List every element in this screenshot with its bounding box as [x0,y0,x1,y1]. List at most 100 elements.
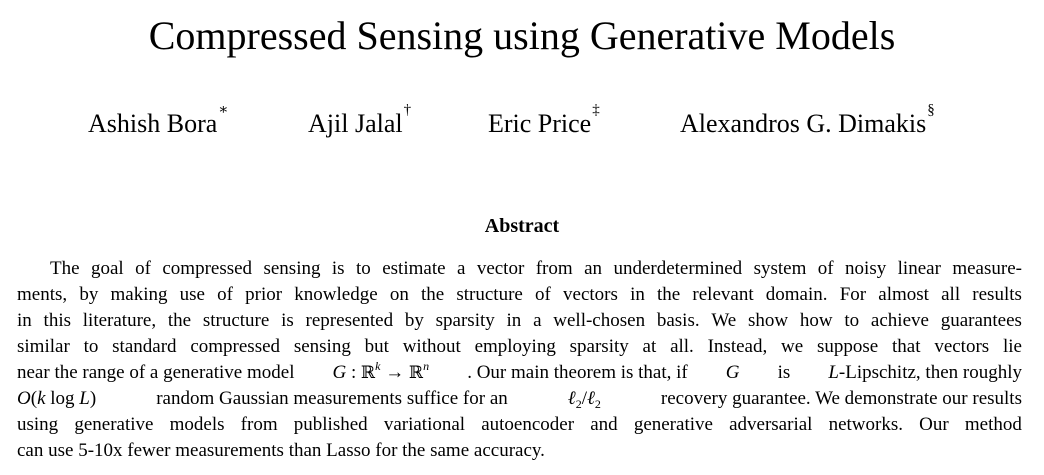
abstract-word: in [506,310,522,331]
abstract-word: sensing [263,258,321,279]
abstract-line: near the range of a generative model G :… [17,359,1022,386]
abstract-word: the [420,284,445,305]
abstract-word: vectors [563,284,618,305]
abstract-word: linear [897,258,941,279]
abstract-word: use [179,284,205,305]
abstract-word: a [456,258,466,279]
author-name-text: Eric Price [488,109,592,138]
abstract-line: similar to standard compressed sensing but wit… [17,334,1022,360]
author-affiliation-mark: † [403,102,412,118]
abstract-word: measure- [952,258,1022,279]
abstract-word: relevant [692,284,754,305]
abstract-word: using [17,414,59,435]
abstract-word: suppose [816,336,879,357]
abstract-word: and [590,414,618,435]
abstract-word: sparsity [569,336,629,357]
abstract-line: using generative models from published variat… [17,412,1022,438]
abstract-word: models [169,414,225,435]
abstract-word: from [535,258,573,279]
abstract-word: well-chosen [553,310,646,331]
abstract-word: variational [383,414,466,435]
abstract-word: vectors [934,336,990,357]
abstract-text: near the range of a generative model [17,362,295,383]
math-expression: G [725,362,740,383]
abstract-word: sparsity [435,310,495,331]
abstract-word: The [50,258,80,279]
abstract-word: that [892,336,921,357]
abstract-word: adversarial [729,414,813,435]
abstract-word: without [402,336,461,357]
abstract-word: We [711,310,737,331]
author-affiliation-mark: § [927,102,935,118]
abstract-word: achieve [870,310,929,331]
abstract-word: For [839,284,867,305]
abstract-word: noisy [845,258,887,279]
abstract-word: generative [74,414,154,435]
author-name: Ashish Bora∗ [88,103,228,141]
math-expression: L-Lipschitz, then roughly [828,362,1022,383]
abstract-word: to [844,310,860,331]
author-name-text: Ashish Bora [88,109,218,138]
abstract-line: O(k log L) random Gaussian measurements … [17,386,1022,412]
author-name: Alexandros G. Dimakis§ [680,103,935,141]
abstract-word: all. [670,336,694,357]
abstract-word: Instead, [707,336,768,357]
abstract-word: compressed [162,258,253,279]
abstract-word: similar [17,336,70,357]
paper-title: Compressed Sensing using Generative Mode… [148,13,896,58]
abstract-text: random Gaussian measurements suffice for… [156,388,508,409]
abstract-word: in [17,310,32,331]
abstract-word: represented [305,310,394,331]
abstract-text: recovery guarantee. We demonstrate our r… [660,388,1022,409]
abstract-word: generative [633,414,713,435]
abstract-word: by [404,310,424,331]
abstract-word: domain. [765,284,828,305]
author-affiliation-mark: ∗ [218,102,229,118]
abstract-word: guarantees [940,310,1022,331]
abstract-word: goal [90,258,124,279]
abstract-text: . Our main theorem is that, if [467,362,688,383]
abstract-word: the [167,310,192,331]
abstract-word: prior [245,284,283,305]
abstract-word: is [331,258,345,279]
abstract-word: a [533,310,542,331]
abstract-word: almost [878,284,929,305]
abstract-word: compressed [190,336,281,357]
abstract-word: by [79,284,99,305]
abstract-word: standard [112,336,177,357]
abstract-word: show [747,310,789,331]
abstract-word: sensing [293,336,351,357]
abstract-word: all [941,284,961,305]
abstract-word: knowledge [294,284,378,305]
abstract-word: results [972,284,1022,305]
abstract-word: vector [476,258,525,279]
math-expression: G : ℝk → ℝn [332,359,430,383]
abstract-word: of [817,258,834,279]
abstract-word: this [43,310,71,331]
abstract-word: lie [1002,336,1022,357]
abstract-word: ments, [17,284,68,305]
abstract-word: to [83,336,99,357]
abstract-word: of [135,258,151,279]
abstract-word: estimate [382,258,446,279]
abstract-body: The goal of compressed sensing is to estimate a v… [17,256,1022,464]
abstract-word: networks. [828,414,903,435]
abstract-line: can use 5-10x fewer measurements than La… [17,440,545,461]
abstract-word: structure [202,310,270,331]
author-name: Ajil Jalal† [308,103,411,141]
abstract-word: method [964,414,1022,435]
author-name: Eric Price‡ [488,103,600,141]
abstract-word: we [781,336,804,357]
abstract-word: but [364,336,389,357]
abstract-word: an [584,258,603,279]
math-expression: ℓ2/ℓ2 [567,388,601,411]
abstract-word: making [110,284,168,305]
abstract-word: is [281,310,294,331]
abstract-word: underdetermined [613,258,743,279]
abstract-word: employing [474,336,556,357]
abstract-word: in [630,284,645,305]
abstract-word: the [657,284,681,305]
abstract-word: basis. [656,310,700,331]
abstract-word: of [217,284,233,305]
abstract-word: system [753,258,807,279]
